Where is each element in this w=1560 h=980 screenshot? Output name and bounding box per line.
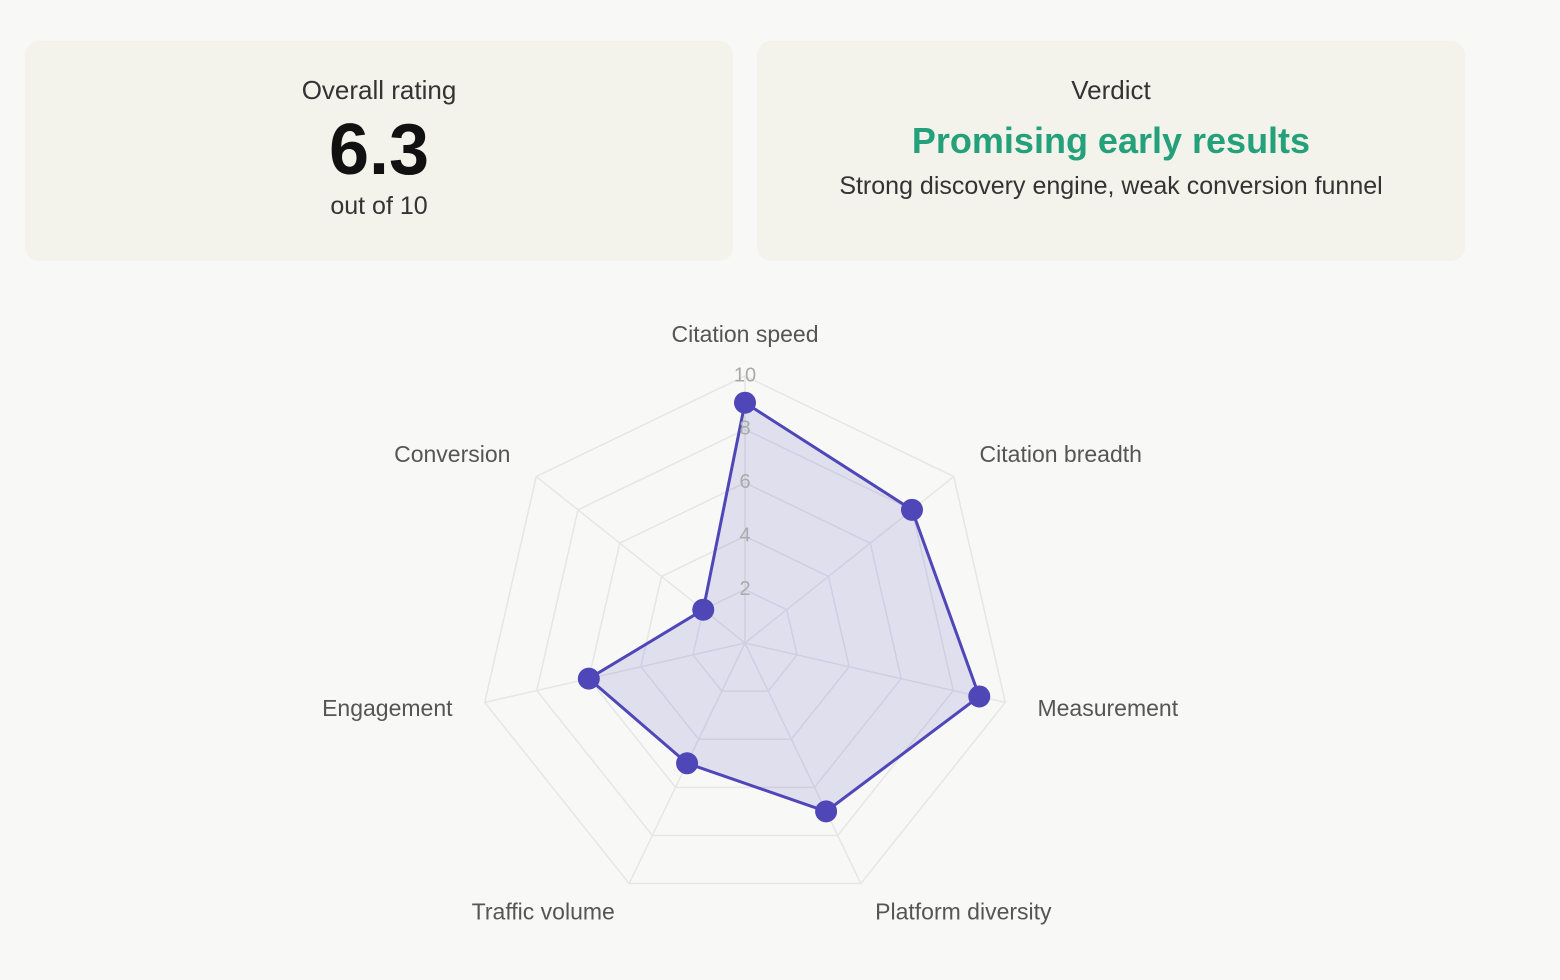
verdict-label: Verdict (1071, 75, 1151, 105)
r-tick-label: 4 (739, 524, 750, 546)
spoke (484, 642, 746, 704)
grid-ring (588, 481, 902, 789)
axis-label: Citation breadth (980, 441, 1142, 467)
radar-area (586, 400, 982, 814)
axis-label: Conversion (394, 441, 510, 467)
axis-label: Measurement (1037, 695, 1178, 721)
data-point (692, 598, 715, 621)
data-point (676, 752, 699, 775)
r-tick-label: 2 (739, 578, 750, 600)
data-point (734, 391, 756, 414)
data-point (968, 685, 991, 708)
data-point (815, 800, 838, 823)
verdict-detail: Strong discovery engine, weak conversion… (839, 172, 1383, 200)
rating-card: Overall rating 6.3 out of 10 (25, 41, 733, 261)
grid-ring (640, 535, 850, 740)
axis-label: Engagement (322, 695, 453, 721)
r-tick-label: 6 (739, 471, 750, 493)
spoke (744, 642, 1006, 704)
grid-ring (483, 375, 1007, 885)
r-tick-label: 10 (734, 364, 756, 386)
rating-sub: out of 10 (330, 192, 428, 220)
spoke (744, 642, 862, 884)
axis-label: Traffic volume (472, 898, 615, 924)
axis-label: Citation speed (671, 321, 818, 347)
verdict-headline: Promising early results (911, 120, 1311, 161)
verdict-card: Verdict Promising early results Strong d… (757, 41, 1465, 261)
data-point (577, 667, 600, 690)
data-point (900, 498, 923, 521)
rating-value: 6.3 (328, 110, 430, 190)
r-tick-label: 8 (739, 418, 750, 440)
rating-label: Overall rating (301, 75, 457, 105)
grid-ring (535, 428, 955, 837)
axis-label: Platform diversity (875, 898, 1052, 924)
